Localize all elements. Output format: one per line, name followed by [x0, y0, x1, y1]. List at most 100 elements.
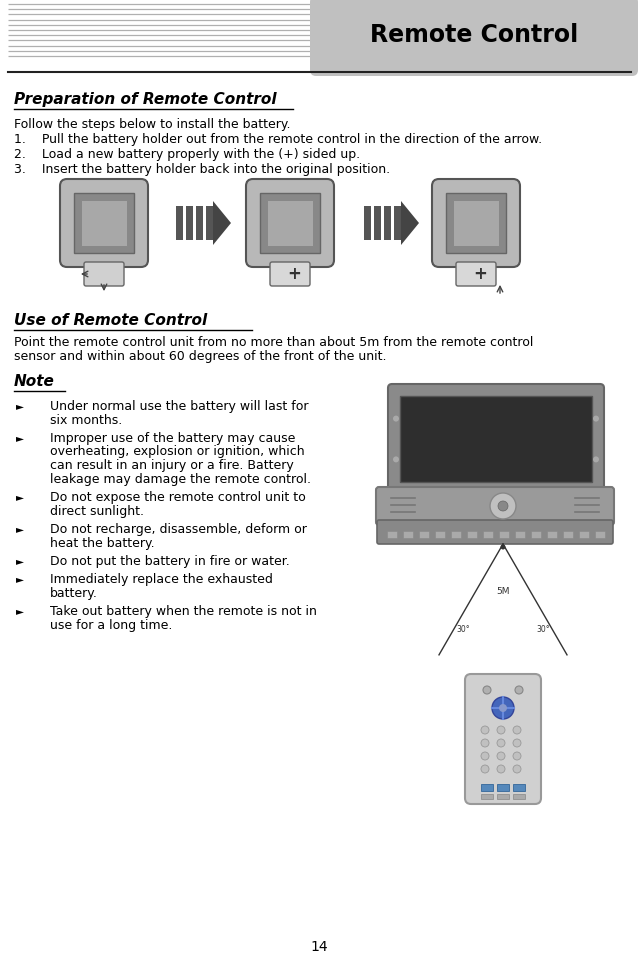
Bar: [384, 206, 391, 240]
Circle shape: [500, 545, 505, 550]
Text: ►: ►: [16, 556, 24, 566]
FancyBboxPatch shape: [376, 487, 614, 525]
Text: leakage may damage the remote control.: leakage may damage the remote control.: [50, 473, 311, 485]
Text: overheating, explosion or ignition, which: overheating, explosion or ignition, whic…: [50, 446, 305, 458]
Circle shape: [515, 686, 523, 694]
Text: ►: ►: [16, 401, 24, 411]
Bar: [579, 531, 589, 538]
Text: heat the battery.: heat the battery.: [50, 536, 155, 550]
Bar: [435, 531, 445, 538]
Circle shape: [483, 686, 491, 694]
Bar: [547, 531, 557, 538]
Bar: [176, 206, 183, 240]
Polygon shape: [213, 201, 231, 245]
Bar: [513, 794, 525, 799]
Circle shape: [490, 493, 516, 519]
FancyBboxPatch shape: [60, 179, 148, 267]
Text: Remote Control: Remote Control: [370, 23, 578, 47]
Text: Do not recharge, disassemble, deform or: Do not recharge, disassemble, deform or: [50, 523, 307, 536]
Bar: [387, 531, 397, 538]
Circle shape: [593, 456, 599, 462]
Circle shape: [497, 752, 505, 760]
Text: Improper use of the battery may cause: Improper use of the battery may cause: [50, 432, 295, 445]
Text: Preparation of Remote Control: Preparation of Remote Control: [14, 92, 277, 107]
Text: Under normal use the battery will last for: Under normal use the battery will last f…: [50, 400, 309, 413]
Bar: [374, 206, 381, 240]
Circle shape: [499, 704, 507, 712]
Bar: [595, 531, 605, 538]
Circle shape: [513, 752, 521, 760]
Text: Do not expose the remote control unit to: Do not expose the remote control unit to: [50, 491, 305, 504]
Circle shape: [593, 415, 599, 422]
Circle shape: [498, 501, 508, 511]
Bar: [364, 206, 371, 240]
FancyBboxPatch shape: [377, 520, 613, 544]
Text: use for a long time.: use for a long time.: [50, 619, 173, 632]
Text: Note: Note: [14, 374, 55, 389]
Text: 30°: 30°: [536, 625, 550, 635]
Circle shape: [497, 765, 505, 773]
Circle shape: [492, 697, 514, 719]
Text: can result in an injury or a fire. Battery: can result in an injury or a fire. Batte…: [50, 459, 294, 472]
Bar: [394, 206, 401, 240]
FancyBboxPatch shape: [388, 384, 604, 494]
Bar: [453, 200, 499, 246]
Text: 1.    Pull the battery holder out from the remote control in the direction of th: 1. Pull the battery holder out from the …: [14, 133, 542, 146]
Bar: [515, 531, 525, 538]
FancyBboxPatch shape: [246, 179, 334, 267]
Text: six months.: six months.: [50, 413, 122, 427]
Text: +: +: [473, 265, 487, 283]
Bar: [531, 531, 541, 538]
Bar: [81, 200, 127, 246]
Bar: [563, 531, 573, 538]
Bar: [497, 794, 509, 799]
Bar: [400, 396, 592, 482]
Bar: [483, 531, 493, 538]
Bar: [481, 784, 493, 791]
Circle shape: [481, 739, 489, 747]
Bar: [446, 193, 506, 253]
Bar: [260, 193, 320, 253]
FancyBboxPatch shape: [465, 674, 541, 804]
Text: 30°: 30°: [456, 625, 470, 635]
Text: Take out battery when the remote is not in: Take out battery when the remote is not …: [50, 605, 317, 619]
Circle shape: [513, 739, 521, 747]
Text: direct sunlight.: direct sunlight.: [50, 504, 144, 518]
Bar: [267, 200, 313, 246]
Circle shape: [481, 752, 489, 760]
Bar: [499, 531, 509, 538]
FancyBboxPatch shape: [456, 262, 496, 286]
Bar: [74, 193, 134, 253]
Circle shape: [513, 765, 521, 773]
Circle shape: [393, 456, 399, 462]
FancyBboxPatch shape: [432, 179, 520, 267]
Text: 3.    Insert the battery holder back into the original position.: 3. Insert the battery holder back into t…: [14, 163, 390, 176]
Bar: [497, 784, 509, 791]
Text: Do not put the battery in fire or water.: Do not put the battery in fire or water.: [50, 555, 289, 568]
Text: ►: ►: [16, 606, 24, 617]
FancyBboxPatch shape: [270, 262, 310, 286]
Bar: [513, 784, 525, 791]
Text: ►: ►: [16, 574, 24, 584]
Text: Follow the steps below to install the battery.: Follow the steps below to install the ba…: [14, 118, 291, 131]
Text: battery.: battery.: [50, 587, 98, 600]
FancyBboxPatch shape: [310, 0, 638, 76]
FancyBboxPatch shape: [84, 262, 124, 286]
Bar: [196, 206, 203, 240]
Circle shape: [481, 726, 489, 734]
Circle shape: [497, 739, 505, 747]
Bar: [419, 531, 429, 538]
Polygon shape: [401, 201, 419, 245]
Bar: [206, 206, 213, 240]
Text: sensor and within about 60 degrees of the front of the unit.: sensor and within about 60 degrees of th…: [14, 350, 387, 363]
Text: 14: 14: [310, 940, 328, 954]
Text: 2.    Load a new battery properly with the (+) sided up.: 2. Load a new battery properly with the …: [14, 148, 360, 161]
Circle shape: [393, 415, 399, 422]
Bar: [481, 794, 493, 799]
Text: ►: ►: [16, 433, 24, 443]
Text: ►: ►: [16, 492, 24, 502]
Text: Immediately replace the exhausted: Immediately replace the exhausted: [50, 573, 273, 587]
Bar: [451, 531, 461, 538]
Circle shape: [497, 726, 505, 734]
Text: Point the remote control unit from no more than about 5m from the remote control: Point the remote control unit from no mo…: [14, 336, 534, 349]
